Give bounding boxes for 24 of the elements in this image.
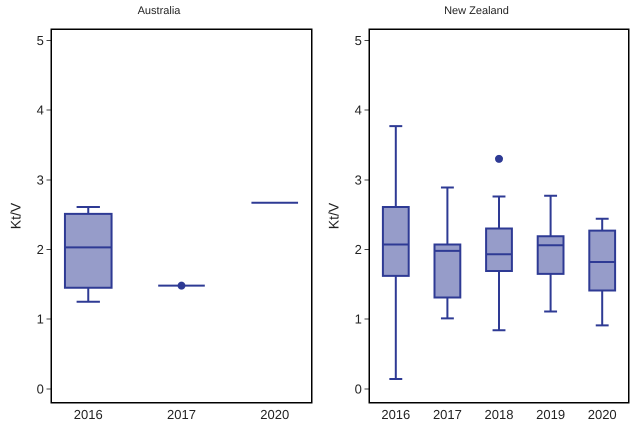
y-axis-title: Kt/V <box>326 202 342 230</box>
x-tick-label: 2016 <box>74 407 103 422</box>
chart-title: Australia <box>138 5 182 18</box>
y-tick-label: 0 <box>36 381 44 396</box>
x-tick-label: 2019 <box>536 407 566 422</box>
x-tick-label: 2017 <box>167 407 196 422</box>
x-tick-label: 2016 <box>381 407 410 422</box>
y-tick-label: 5 <box>354 33 362 48</box>
y-tick-label: 0 <box>354 381 362 396</box>
y-tick-label: 1 <box>354 312 362 327</box>
y-tick-label: 3 <box>36 172 44 188</box>
y-tick-label: 4 <box>354 102 362 118</box>
chart-title: New Zealand <box>444 5 509 18</box>
y-tick-label: 5 <box>36 33 44 48</box>
y-tick-label: 4 <box>36 102 44 118</box>
y-axis-title: Kt/V <box>8 202 24 230</box>
x-tick-label: 2020 <box>260 407 290 422</box>
y-tick-label: 2 <box>36 242 44 257</box>
y-tick-label: 3 <box>354 172 362 188</box>
y-tick-label: 2 <box>354 242 362 257</box>
x-tick-label: 2018 <box>484 407 514 422</box>
y-tick-label: 1 <box>36 312 44 327</box>
x-tick-label: 2017 <box>432 407 462 422</box>
x-tick-label: 2020 <box>588 407 617 422</box>
